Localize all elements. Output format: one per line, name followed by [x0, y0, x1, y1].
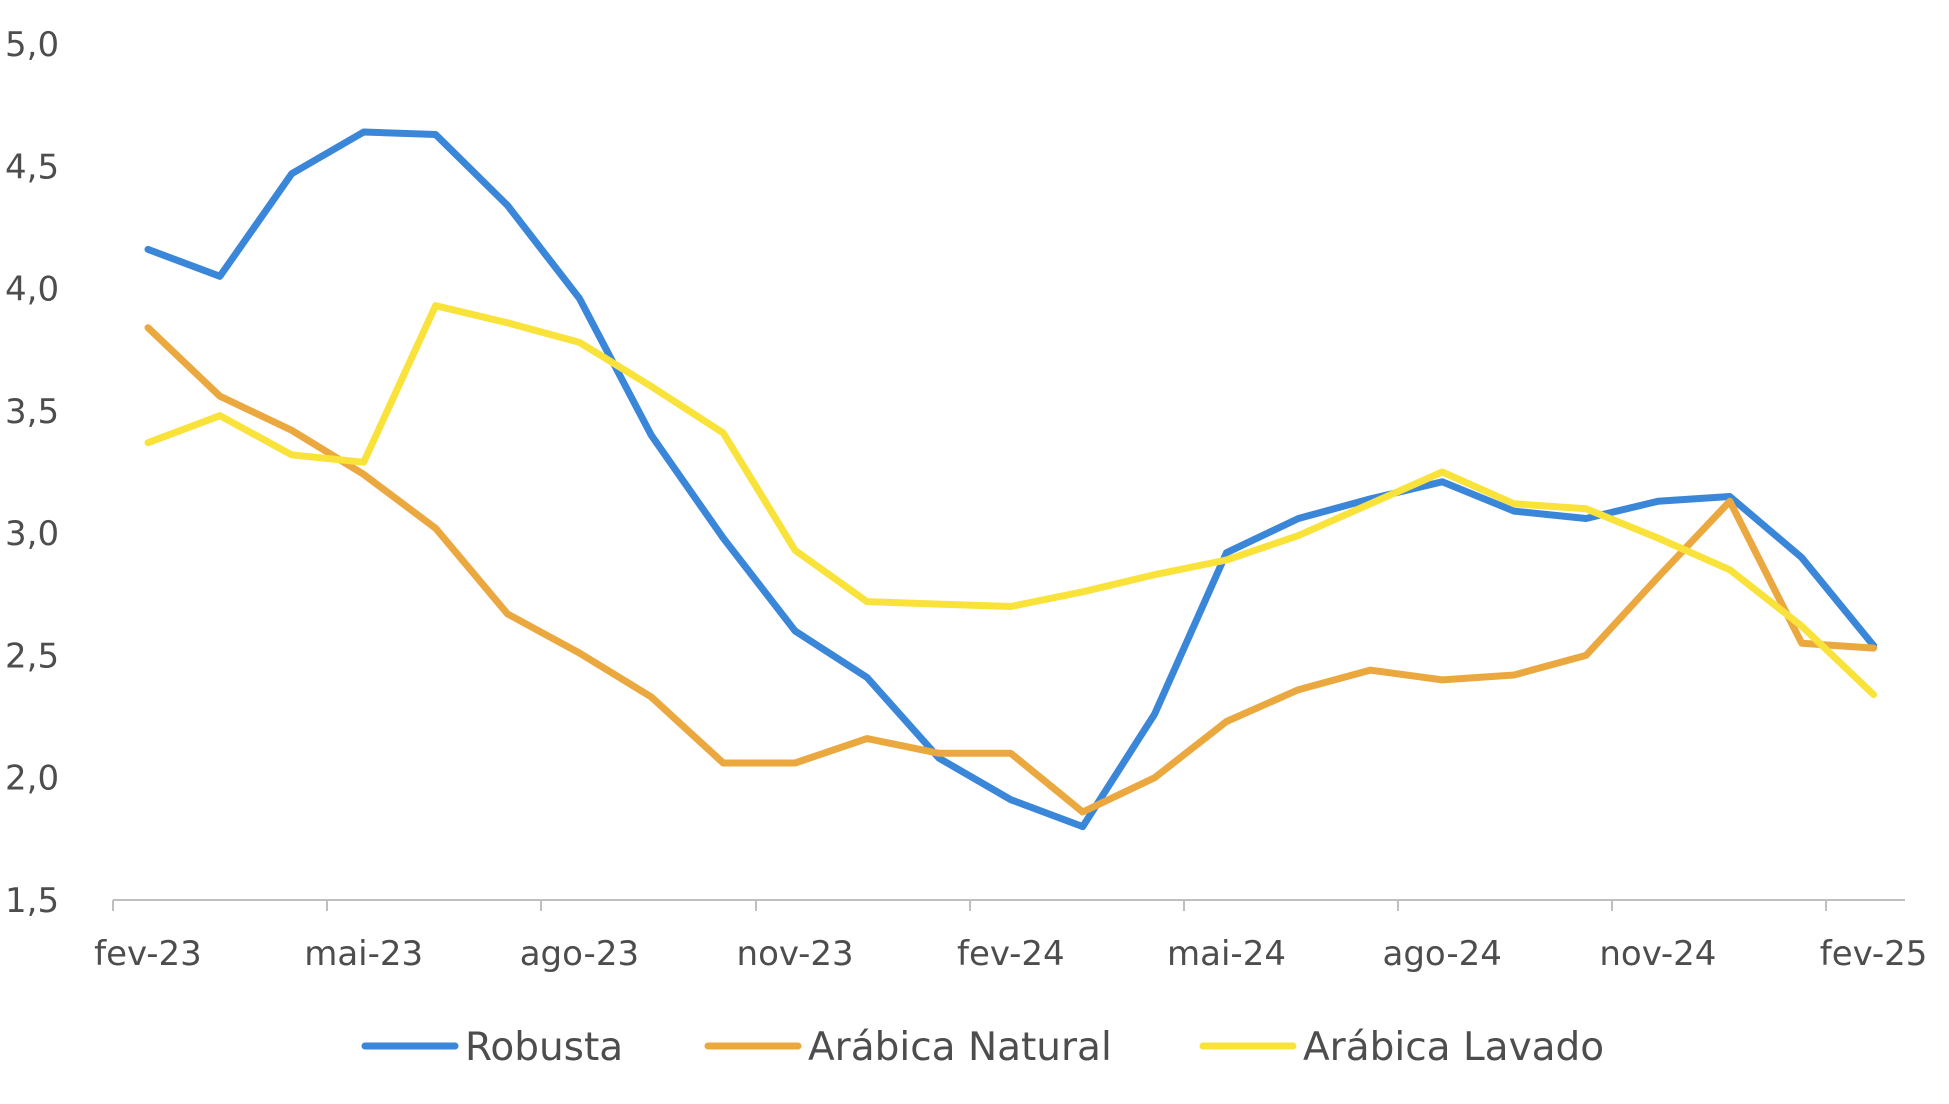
- series-lines: [144, 128, 1878, 831]
- y-tick-label: 2,0: [5, 759, 59, 799]
- y-tick-label: 2,5: [5, 636, 59, 676]
- series-line-ar-bica-lavado: [144, 302, 1878, 699]
- y-tick-label: 1,5: [5, 881, 59, 921]
- legend-item: Robusta: [361, 1025, 623, 1070]
- legend: Robusta Arábica Natural Arábica Lavado: [361, 1025, 1604, 1070]
- legend-label: Arábica Natural: [808, 1025, 1112, 1070]
- legend-item: Arábica Natural: [704, 1025, 1112, 1070]
- legend-label: Robusta: [465, 1025, 623, 1070]
- x-tick-label: fev-23: [94, 934, 202, 974]
- x-axis: fev-23 mai-23 ago-23 nov-23 fev-24 mai-24 ago-…: [94, 899, 1928, 974]
- x-tick-label: ago-23: [520, 934, 639, 974]
- series-line-robusta: [144, 128, 1878, 831]
- series-line-ar-bica-natural: [144, 324, 1878, 816]
- x-tick-label: fev-25: [1820, 934, 1928, 974]
- legend-item: Arábica Lavado: [1199, 1025, 1604, 1070]
- x-tick-label: ago-24: [1383, 934, 1502, 974]
- x-tick-label: nov-24: [1599, 934, 1716, 974]
- legend-label: Arábica Lavado: [1303, 1025, 1604, 1070]
- x-tick-label: fev-24: [957, 934, 1065, 974]
- x-tick-label: mai-23: [304, 934, 423, 974]
- y-tick-label: 5,0: [5, 25, 59, 65]
- y-axis-ticks: 1,5 2,0 2,5 3,0 3,5 4,0 4,5 5,0: [5, 25, 59, 921]
- y-tick-label: 3,0: [5, 514, 59, 554]
- x-tick-label: mai-24: [1167, 934, 1286, 974]
- y-tick-label: 4,0: [5, 270, 59, 310]
- y-tick-label: 4,5: [5, 147, 59, 187]
- x-tick-label: nov-23: [737, 934, 854, 974]
- y-tick-label: 3,5: [5, 392, 59, 432]
